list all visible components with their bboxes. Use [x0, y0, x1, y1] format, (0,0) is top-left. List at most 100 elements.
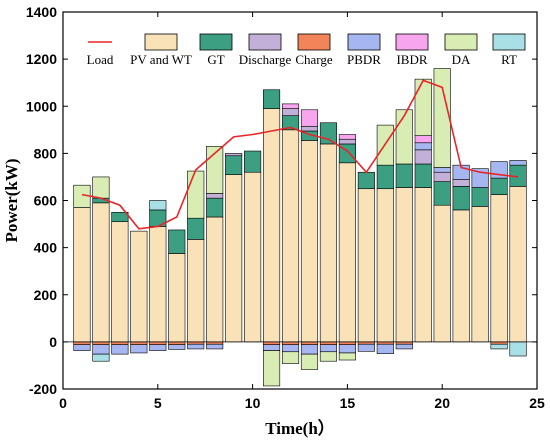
bar-segment-da-t18 [395, 109, 413, 165]
bar-segment-pv_wt-t14 [319, 143, 337, 343]
bar-segment-gt-t10 [244, 150, 262, 173]
y-tick-label: -200 [29, 381, 57, 397]
bar-segment-gt-t23 [490, 177, 508, 195]
y-tick-label: 400 [34, 240, 58, 256]
bar-segment-gt-t17 [376, 164, 394, 190]
bar-segment-pv_wt-t17 [376, 188, 394, 343]
bar-segment-gt-t21 [452, 186, 470, 211]
bar-segment-pbdr-t4 [130, 344, 148, 354]
y-tick-label: 0 [49, 334, 57, 350]
y-tick-label: 1200 [26, 51, 57, 67]
bar-segment-charge-t14 [319, 341, 337, 346]
bar-segment-pv_wt-t15 [338, 162, 356, 343]
bar-segment-pv_wt-t6 [168, 253, 186, 343]
bar-segment-charge-t13 [300, 341, 319, 346]
legend-label-load: Load [87, 52, 114, 67]
bar-segment-pbdr-t11 [263, 344, 281, 351]
x-tick-label: 15 [340, 395, 356, 411]
bar-segment-da-t20 [433, 68, 451, 168]
bar-segment-pv_wt-t20 [433, 204, 451, 343]
bar-segment-pv_wt-t13 [300, 140, 319, 343]
bar-segment-gt-t19 [414, 163, 432, 188]
legend-swatch-gt [199, 33, 233, 51]
y-tick-label: 800 [34, 145, 58, 161]
legend-swatch-rt [492, 33, 526, 51]
legend-label-da: DA [452, 52, 471, 67]
legend: Load PV and WT GT Discharge Charge PBDR IBDR DA… [87, 33, 526, 67]
y-tick-label: 1400 [26, 4, 57, 20]
bar-segment-pbdr-t16 [357, 343, 375, 352]
legend-swatch-da [444, 33, 478, 51]
bar-segment-pv_wt-t1 [73, 207, 91, 343]
bar-segment-charge-t2 [92, 341, 110, 346]
bar-segment-da-t14 [319, 351, 337, 362]
bar-segment-da-t2 [92, 176, 110, 199]
y-tick-label: 1000 [26, 98, 57, 114]
legend-label-pbdr: PBDR [347, 52, 381, 67]
x-tick-label: 10 [245, 395, 261, 411]
bar-segment-pv_wt-t24 [509, 186, 527, 343]
bar-segment-pv_wt-t19 [414, 187, 432, 343]
x-tick-label: 5 [154, 395, 162, 411]
bar-segment-pv_wt-t18 [395, 187, 413, 343]
bar-segment-pv_wt-t21 [452, 209, 470, 343]
bar-segment-pbdr-t14 [319, 344, 337, 353]
bar-segment-charge-t4 [130, 341, 148, 346]
bar-segment-discharge-t19 [414, 149, 432, 165]
bar-segment-rt-t24 [509, 341, 527, 357]
load-line-layer [81, 79, 519, 230]
bar-segment-charge-t12 [281, 341, 300, 346]
x-tick-label: 20 [434, 395, 450, 411]
bar-segment-pv_wt-t10 [244, 171, 262, 343]
bar-segment-pv_wt-t3 [111, 221, 129, 343]
bar-segment-pbdr-t18 [395, 343, 413, 350]
bar-segment-pbdr-t24 [509, 160, 527, 166]
bar-segment-rt-t2 [92, 353, 110, 362]
bar-segment-gt-t3 [111, 211, 129, 223]
bar-segment-discharge-t12 [281, 108, 300, 116]
bar-segment-charge-t3 [111, 341, 129, 346]
bars-layer [73, 68, 527, 387]
y-tick-label: 600 [34, 193, 58, 209]
bar-segment-discharge-t9 [225, 153, 243, 157]
bar-segment-charge-t1 [73, 341, 91, 346]
bar-segment-charge-t6 [168, 341, 186, 346]
bar-segment-pbdr-t2 [92, 344, 110, 355]
legend-label-gt: GT [207, 52, 224, 67]
bar-segment-ibdr-t15 [338, 134, 356, 140]
bar-segment-pv_wt-t2 [92, 202, 110, 343]
bar-segment-ibdr-t12 [281, 103, 300, 109]
bar-segment-pbdr-t20 [433, 167, 451, 173]
bar-segment-charge-t11 [263, 341, 281, 346]
bar-segment-pbdr-t19 [414, 142, 432, 151]
bar-segment-pv_wt-t12 [281, 129, 300, 343]
bar-segment-discharge-t15 [338, 138, 356, 145]
bar-segment-da-t8 [206, 146, 224, 194]
legend-label-charge: Charge [295, 52, 333, 67]
bar-segment-gt-t14 [319, 122, 337, 145]
bar-segment-pbdr-t13 [300, 344, 319, 355]
bar-segment-gt-t8 [206, 197, 224, 218]
bar-segment-rt-t23 [490, 343, 508, 350]
bar-segment-discharge-t20 [433, 171, 451, 182]
bar-segment-da-t11 [263, 350, 281, 387]
bar-segment-pv_wt-t8 [206, 216, 224, 343]
bar-segment-da-t7 [187, 170, 205, 219]
bar-segment-pbdr-t6 [168, 344, 186, 350]
bar-segment-pbdr-t5 [149, 344, 167, 351]
legend-label-rt: RT [501, 52, 517, 67]
bar-segment-discharge-t21 [452, 178, 470, 187]
bar-segment-pbdr-t17 [376, 343, 394, 354]
bar-segment-gt-t6 [168, 229, 186, 254]
bar-segment-pbdr-t15 [338, 344, 356, 354]
y-axis-title: Power(kW) [2, 158, 21, 242]
bar-segment-pv_wt-t22 [471, 206, 489, 343]
bar-segment-charge-t5 [149, 341, 167, 346]
x-axis-title: Time(h） [265, 418, 335, 438]
bar-segment-rt-t5 [149, 200, 167, 211]
legend-label-pv_wt: PV and WT [130, 52, 192, 67]
x-tick-label: 25 [529, 395, 545, 411]
